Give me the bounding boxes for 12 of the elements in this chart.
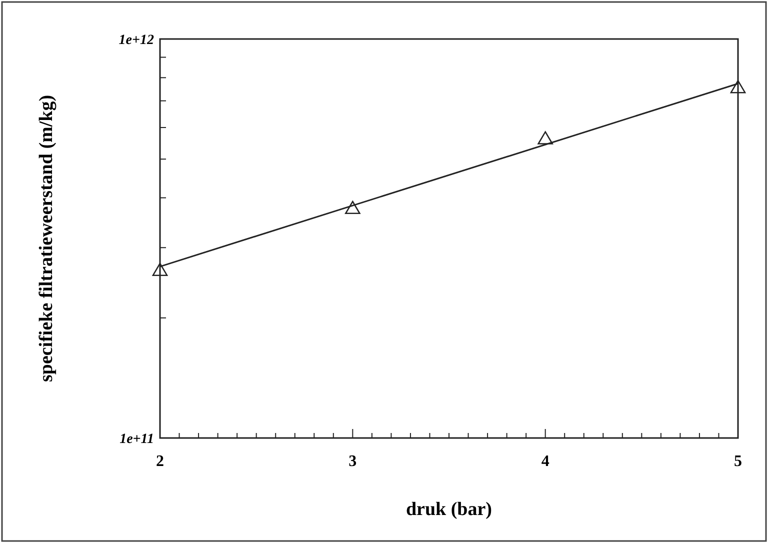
point <box>345 200 360 214</box>
point <box>152 262 168 276</box>
x-tick-label: 2 <box>156 453 164 470</box>
x-tick-label: 5 <box>734 453 742 470</box>
y-axis-title: specifieke filtratieweerstand (m/kg) <box>36 94 57 382</box>
point <box>538 131 553 144</box>
y-tick-label: 1e+11 <box>120 432 154 447</box>
x-tick-label: 4 <box>541 453 550 470</box>
x-tick-label: 3 <box>348 453 357 470</box>
y-tick-label: 1e+12 <box>118 33 154 48</box>
point <box>730 80 746 94</box>
x-axis-title: druk (bar) <box>406 499 492 520</box>
